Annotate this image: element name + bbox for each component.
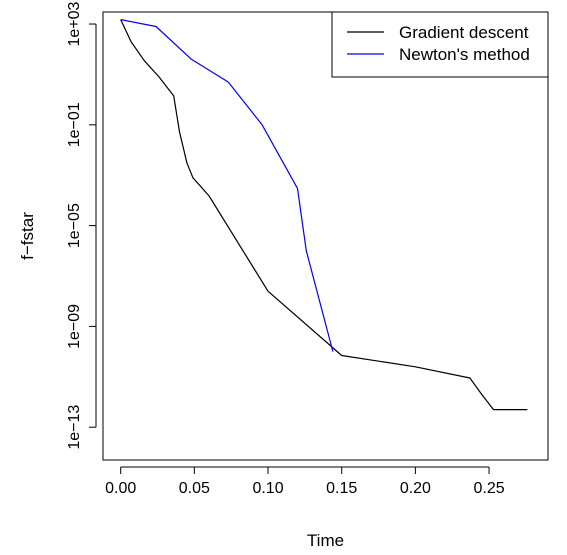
- x-tick-label: 0.20: [400, 480, 431, 497]
- y-tick-label: 1e−05: [66, 203, 83, 248]
- legend-box: [331, 11, 549, 78]
- x-tick-label: 0.10: [252, 480, 283, 497]
- plot-frame: [102, 11, 549, 461]
- legend: Gradient descent Newton's method: [331, 11, 549, 78]
- y-tick-label: 1e−09: [66, 304, 83, 349]
- y-axis: 1e+03 1e−01 1e−05 1e−09 1e−13: [66, 1, 97, 450]
- series-line-0: [120, 19, 528, 411]
- series-line-1: [120, 19, 334, 352]
- x-tick-label: 0.00: [105, 480, 136, 497]
- x-axis-label: Time: [307, 531, 344, 550]
- y-tick-label: 1e+03: [66, 1, 83, 46]
- legend-label-0: Gradient descent: [399, 23, 529, 42]
- y-tick-label: 1e−01: [66, 102, 83, 147]
- x-tick-label: 0.05: [179, 480, 210, 497]
- y-tick-label: 1e−13: [66, 405, 83, 450]
- y-axis-label: f−fstar: [18, 212, 37, 260]
- series-layer: [120, 19, 528, 411]
- x-tick-label: 0.25: [473, 480, 504, 497]
- legend-label-1: Newton's method: [399, 45, 530, 64]
- x-axis: 0.00 0.05 0.10 0.15 0.20 0.25: [105, 466, 505, 497]
- x-tick-label: 0.15: [326, 480, 357, 497]
